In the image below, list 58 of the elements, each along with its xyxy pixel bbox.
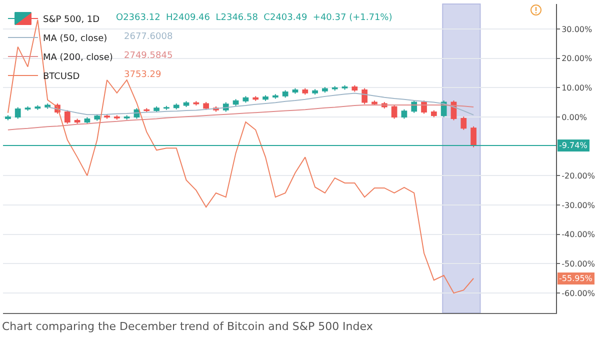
- y-tick-label: -30.00%: [562, 200, 596, 210]
- candlestick: [124, 114, 130, 120]
- candlestick: [104, 114, 110, 120]
- y-tick-label: -60.00%: [562, 288, 596, 298]
- candlestick: [332, 86, 338, 92]
- candlestick: [64, 110, 70, 124]
- candlestick: [193, 100, 200, 106]
- candlestick: [114, 114, 120, 120]
- candlestick: [94, 114, 100, 122]
- candlestick: [391, 104, 398, 120]
- candlestick: [282, 90, 288, 98]
- annotation: 2677.6008: [124, 32, 173, 42]
- candlestick: [352, 84, 358, 92]
- candlestick: [362, 88, 368, 105]
- candlestick: [74, 118, 80, 124]
- candlestick: [470, 126, 476, 148]
- y-tick-label: -40.00%: [562, 230, 596, 240]
- legend-label: S&P 500, 1D: [43, 15, 100, 26]
- candlestick: [173, 102, 180, 110]
- candlestick: [262, 94, 268, 102]
- candlestick: [372, 100, 378, 106]
- candlestick: [322, 86, 328, 94]
- candlestick: [401, 108, 408, 120]
- candlestick: [84, 116, 90, 124]
- legend-label: MA (200, close): [43, 53, 113, 64]
- candlestick: [154, 106, 160, 113]
- annotation: O2363.12 H2409.46 L2346.58 C2403.49 +40.37 (+1.71%): [116, 13, 392, 23]
- text: Chart comparing the December trend of Bitcoin and S&P 500 Index: [2, 320, 374, 333]
- y-tick-label: 10.00%: [562, 83, 592, 92]
- candlestick: [312, 88, 318, 96]
- legend-label: MA (50, close): [43, 34, 108, 44]
- candlestick: [242, 96, 249, 104]
- candlestick: [144, 108, 150, 113]
- line-series: [47, 92, 474, 116]
- candlestick: [430, 110, 437, 118]
- annotation: 2749.5845: [124, 51, 173, 61]
- candlestick: [164, 105, 170, 110]
- candlestick: [421, 100, 427, 114]
- candlestick: [14, 106, 21, 120]
- candlestick: [272, 94, 278, 100]
- y-tick-label: 0.00%: [562, 112, 588, 122]
- line-series: [7, 104, 474, 130]
- y-tick-label: -50.00%: [562, 260, 596, 268]
- candlestick: [252, 96, 259, 102]
- candlestick: [460, 116, 467, 130]
- candlestick: [34, 104, 41, 110]
- y-tick-label: -20.00%: [562, 171, 596, 180]
- text: -55.95%: [559, 274, 593, 283]
- candlestick: [203, 102, 209, 110]
- candlestick: [5, 114, 11, 121]
- annotation: 3753.29: [124, 70, 162, 80]
- candlestick: [342, 84, 348, 90]
- y-tick-label: 20.00%: [562, 54, 592, 64]
- ref-line-label: -9.74%: [559, 141, 588, 150]
- candlestick: [292, 88, 298, 94]
- candlestick: [24, 106, 31, 112]
- candlestick: [302, 88, 308, 96]
- y-tick-label: 30.00%: [562, 24, 592, 34]
